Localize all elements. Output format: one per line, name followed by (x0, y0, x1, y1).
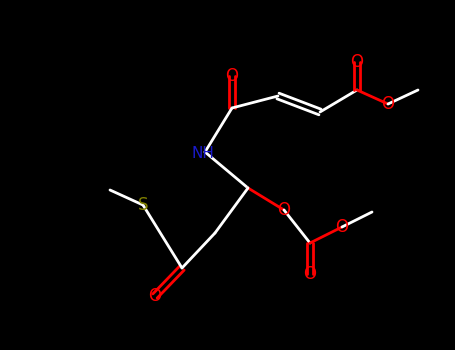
Text: O: O (226, 67, 238, 85)
Text: S: S (138, 196, 148, 214)
Text: O: O (303, 265, 317, 283)
Text: O: O (278, 201, 290, 219)
Text: O: O (350, 53, 364, 71)
Text: O: O (335, 218, 349, 236)
Text: O: O (381, 95, 394, 113)
Text: NH: NH (192, 146, 214, 161)
Text: O: O (148, 287, 162, 305)
